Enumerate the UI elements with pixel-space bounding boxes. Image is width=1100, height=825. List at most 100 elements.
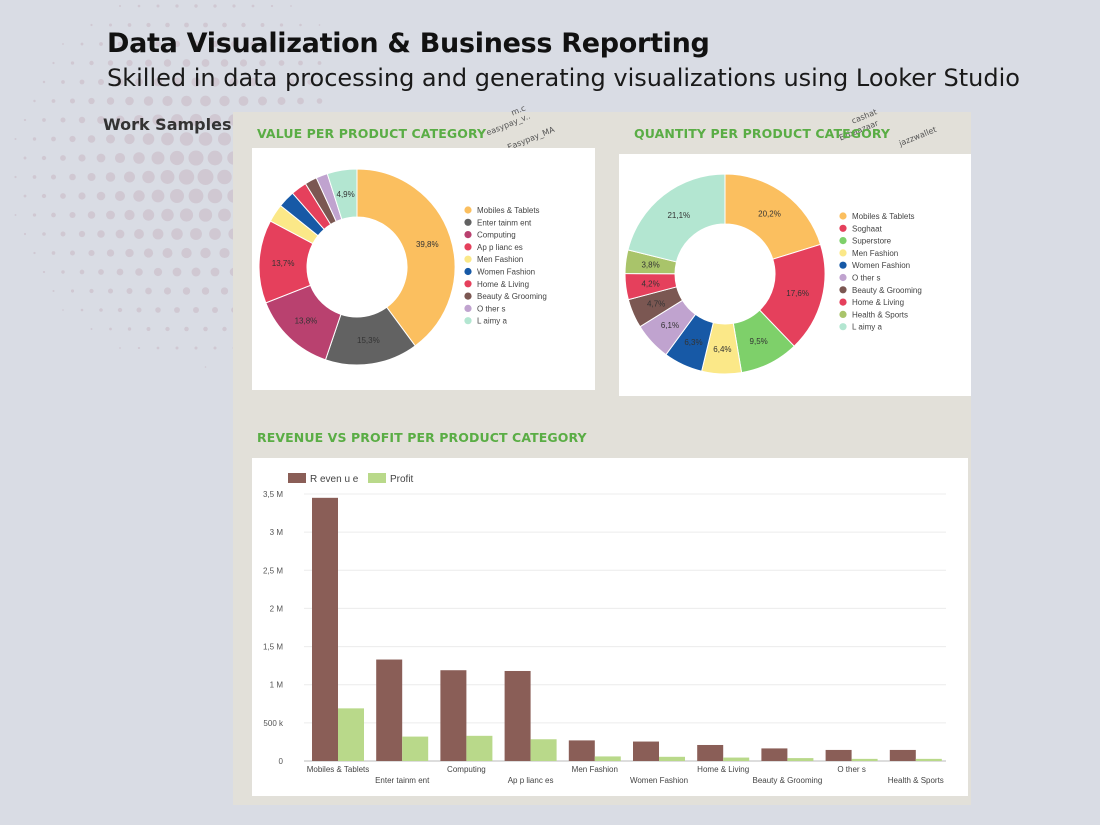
revenue-bar[interactable]: [440, 670, 467, 761]
legend-label[interactable]: Men Fashion: [852, 249, 898, 258]
background-dot: [213, 4, 217, 8]
legend-label[interactable]: Women Fashion: [852, 261, 910, 270]
legend-label[interactable]: L aimy a: [477, 317, 507, 326]
revenue-bar[interactable]: [825, 749, 852, 761]
background-dot: [308, 42, 312, 46]
y-tick-label: 1,5 M: [263, 643, 283, 652]
revenue-bar[interactable]: [761, 748, 788, 761]
revenue-bar[interactable]: [697, 744, 724, 761]
legend-label[interactable]: L aimy a: [852, 323, 882, 332]
legend-label[interactable]: R even u e: [310, 474, 359, 485]
background-dot: [217, 132, 232, 146]
legend-label[interactable]: Superstore: [852, 237, 892, 246]
revenue-bar[interactable]: [568, 740, 595, 761]
background-dot: [222, 326, 227, 332]
legend-label[interactable]: Mobiles & Tablets: [477, 206, 540, 215]
background-dot: [79, 79, 85, 85]
background-dot: [126, 288, 133, 294]
background-dot: [115, 115, 125, 125]
background-dot: [127, 327, 132, 331]
background-dot: [198, 132, 213, 146]
legend-swatch: [839, 298, 847, 306]
background-dot: [151, 151, 165, 165]
revenue-bar[interactable]: [312, 497, 338, 761]
profit-bar[interactable]: [787, 758, 814, 761]
background-dot: [222, 22, 227, 28]
legend-label[interactable]: Ap p lianc es: [477, 243, 523, 252]
background-dot: [238, 96, 249, 106]
donut-slice[interactable]: [326, 168, 358, 220]
donut-slice[interactable]: [356, 168, 456, 347]
profit-bar[interactable]: [466, 735, 493, 761]
legend-swatch: [288, 473, 306, 483]
legend-label[interactable]: Men Fashion: [477, 255, 523, 264]
x-tick-label: Enter tainm ent: [375, 776, 430, 785]
background-dot: [201, 59, 210, 67]
annotation-text: easypay_v..: [485, 111, 532, 138]
profit-bar[interactable]: [338, 708, 364, 761]
legend-swatch: [839, 261, 847, 269]
background-dot: [98, 79, 104, 85]
background-dot: [179, 132, 194, 146]
donut-slice[interactable]: [627, 173, 726, 263]
legend-label[interactable]: Women Fashion: [477, 268, 535, 277]
background-dot: [287, 78, 295, 86]
profit-bar[interactable]: [915, 758, 942, 761]
y-tick-label: 3,5 M: [263, 490, 283, 499]
profit-bar[interactable]: [723, 757, 750, 761]
background-dot: [99, 308, 103, 312]
profit-bar[interactable]: [530, 739, 557, 761]
legend-label[interactable]: Health & Sports: [852, 310, 908, 319]
revenue-bar[interactable]: [376, 659, 403, 761]
background-dot: [51, 251, 56, 255]
y-tick-label: 2 M: [270, 604, 284, 613]
background-dot: [106, 249, 115, 257]
legend-label[interactable]: O ther s: [852, 274, 880, 283]
revenue-bar[interactable]: [504, 670, 531, 761]
legend-swatch: [368, 473, 386, 483]
profit-bar[interactable]: [659, 756, 685, 761]
profit-bar[interactable]: [402, 736, 429, 761]
background-dot: [50, 174, 57, 180]
legend-swatch: [839, 212, 847, 220]
revenue-bar[interactable]: [633, 741, 659, 761]
legend-swatch: [839, 310, 847, 318]
background-dot: [163, 59, 172, 67]
background-dot: [96, 153, 106, 163]
background-dot: [251, 4, 255, 8]
background-dot: [191, 267, 201, 277]
legend-label[interactable]: Profit: [390, 474, 414, 485]
background-dot: [124, 209, 135, 221]
background-dot: [145, 59, 152, 67]
revenue-bar[interactable]: [889, 749, 916, 761]
x-tick-label: Ap p lianc es: [508, 776, 554, 785]
legend-label[interactable]: Home & Living: [852, 298, 904, 307]
background-dot: [188, 188, 204, 204]
background-dot: [220, 59, 229, 67]
x-tick-label: Computing: [447, 765, 486, 774]
background-dot: [162, 95, 173, 107]
background-dot: [51, 212, 56, 218]
legend-label[interactable]: Beauty & Grooming: [477, 292, 547, 301]
legend-label[interactable]: Mobiles & Tablets: [852, 212, 915, 221]
background-dot: [179, 208, 194, 222]
slice-label: 6,4%: [713, 345, 731, 354]
x-tick-label: Home & Living: [697, 765, 749, 774]
background-dot: [161, 208, 174, 222]
background-dot: [146, 22, 151, 28]
legend-label[interactable]: Soghaat: [852, 224, 883, 233]
donut-slice[interactable]: [724, 173, 822, 260]
background-dot: [97, 230, 105, 238]
legend-swatch: [839, 224, 847, 232]
legend-label[interactable]: Computing: [477, 231, 516, 240]
legend-label[interactable]: O ther s: [477, 304, 505, 313]
background-dot: [69, 98, 76, 104]
background-dot: [217, 169, 232, 185]
profit-bar[interactable]: [851, 758, 878, 761]
legend-swatch: [464, 267, 472, 276]
legend-label[interactable]: Enter tainm ent: [477, 218, 532, 227]
profit-bar[interactable]: [594, 756, 621, 761]
legend-label[interactable]: Home & Living: [477, 280, 529, 289]
background-dot: [184, 326, 189, 332]
legend-label[interactable]: Beauty & Grooming: [852, 286, 922, 295]
